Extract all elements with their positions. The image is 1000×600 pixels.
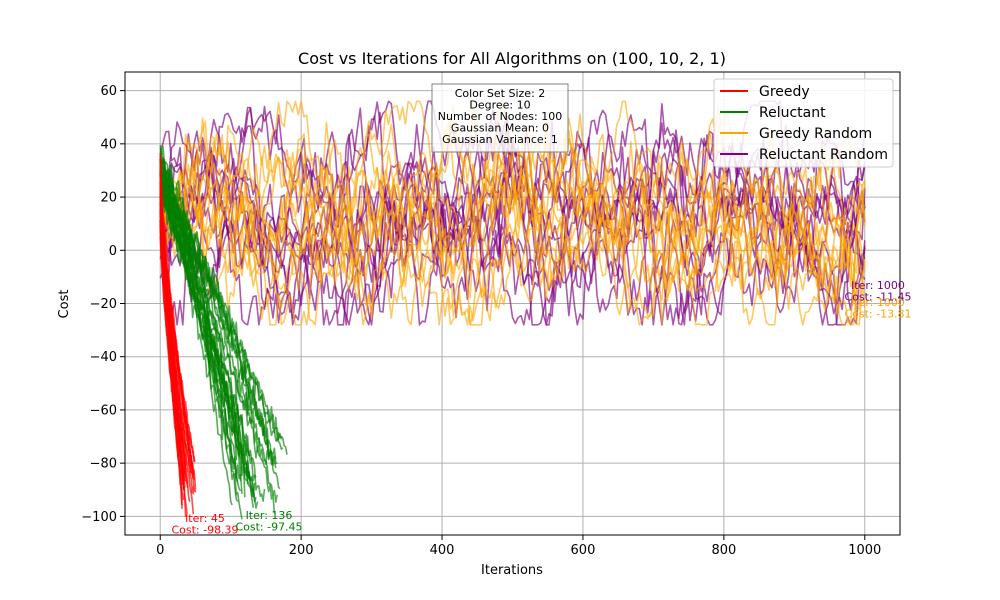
legend-label: Reluctant <box>759 105 826 121</box>
chart-title: Cost vs Iterations for All Algorithms on… <box>298 49 726 68</box>
legend-frame <box>713 78 894 168</box>
series-line-greedy-random <box>159 121 866 326</box>
y-tick-label: −40 <box>90 350 117 365</box>
y-tick-label: 40 <box>100 137 117 152</box>
annotation-label: Cost: -98.39 <box>171 524 238 537</box>
series-line-greedy-random <box>159 113 866 326</box>
series-line-reluctant <box>159 168 254 508</box>
annotation-label: Cost: -97.45 <box>235 521 302 534</box>
series-line-greedy-random <box>159 155 866 326</box>
series-line-greedy-random <box>159 100 866 326</box>
series-line-reluctant <box>159 161 277 469</box>
y-tick-label: −60 <box>90 403 117 418</box>
info-box-line: Gaussian Mean: 0 <box>451 122 549 135</box>
annotation-label: Iter: 1000 <box>851 279 905 292</box>
series-line-reluctant <box>159 167 277 466</box>
series-line-reluctant <box>159 145 257 482</box>
info-box-line: Gaussian Variance: 1 <box>442 133 558 146</box>
x-tick-label: 1000 <box>848 543 881 558</box>
y-tick-label: −100 <box>81 510 117 525</box>
legend-label: Reluctant Random <box>759 147 888 163</box>
series-line-reluctant <box>159 195 239 451</box>
y-axis-title: Cost <box>57 290 72 319</box>
series-line-reluctant <box>159 180 266 502</box>
annotation-label: Iter: 45 <box>185 512 225 525</box>
x-tick-label: 200 <box>289 543 314 558</box>
x-axis-title: Iterations <box>481 563 543 578</box>
annotation-label: Iter: 136 <box>246 509 293 522</box>
series-line-greedy <box>159 224 185 501</box>
legend: Greedy Reluctant Greedy Random Reluctant Ra… <box>713 78 894 168</box>
y-tick-label: 20 <box>100 191 117 206</box>
y-tick-label: −20 <box>90 297 117 312</box>
legend-label: Greedy Random <box>759 126 872 142</box>
info-box-line: Color Set Size: 2 <box>455 87 546 100</box>
legend-label: Greedy <box>759 84 810 100</box>
y-tick-label: −80 <box>90 457 117 472</box>
x-tick-label: 0 <box>156 543 164 558</box>
info-box-line: Degree: 10 <box>469 99 530 112</box>
annotation-label: Cost: -11.45 <box>844 291 911 304</box>
info-box-frame <box>431 83 569 153</box>
y-tick-label: 60 <box>100 84 117 99</box>
x-tick-label: 400 <box>430 543 455 558</box>
y-tick-label: 0 <box>109 244 117 259</box>
x-tick-label: 800 <box>711 543 736 558</box>
info-box-line: Number of Nodes: 100 <box>438 110 562 123</box>
x-tick-label: 600 <box>571 543 596 558</box>
axis-ticks: 0 200 400 600 800 1000 −100 −80 −60 −40 −20 0 20 40 60 <box>81 84 881 558</box>
series-line-greedy <box>159 210 188 484</box>
annotation-label: Iter: 1000 <box>851 296 905 309</box>
annotation-label: Cost: -13.81 <box>844 308 911 321</box>
